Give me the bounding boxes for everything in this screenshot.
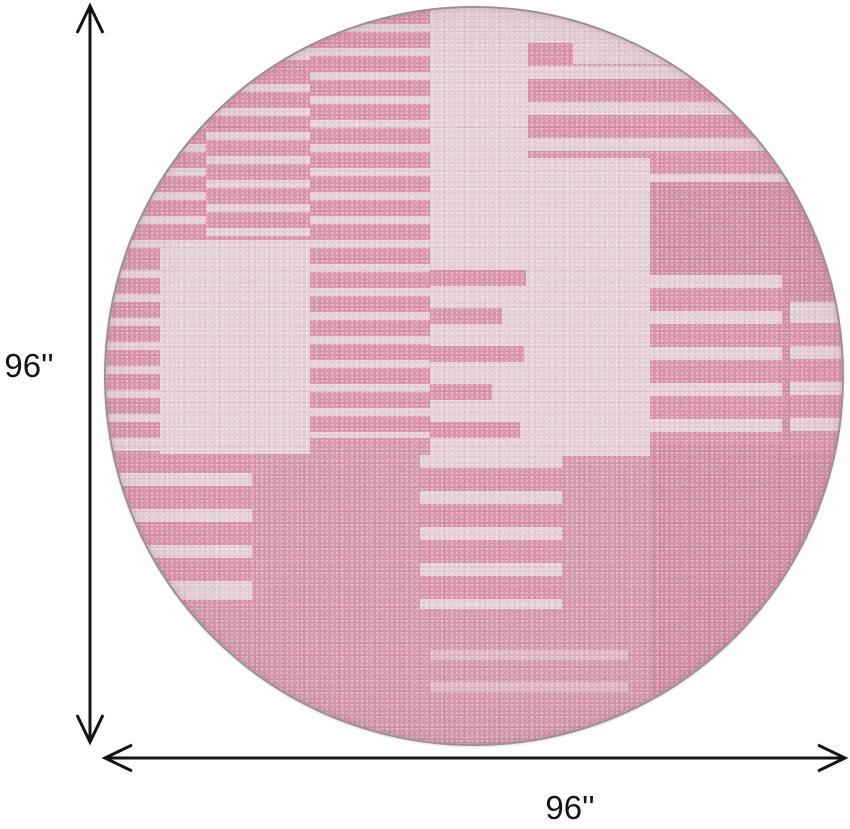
rug-pattern-block xyxy=(790,300,842,452)
rug-pattern-block xyxy=(120,455,252,605)
rug-pattern-block xyxy=(430,8,528,476)
rug-pattern-stripe xyxy=(430,346,524,362)
rug-pattern-block xyxy=(430,650,628,712)
rug-pattern-block xyxy=(206,60,310,240)
rug-pattern-block xyxy=(106,240,160,438)
rug-pattern-block xyxy=(106,8,206,240)
rug-pattern-stripe xyxy=(430,384,492,400)
height-dimension-label: 96'' xyxy=(4,347,54,384)
rug-pattern-block xyxy=(528,158,650,456)
rug-pattern-block xyxy=(420,455,562,609)
rug-pattern-stripe xyxy=(430,270,526,286)
width-arrow xyxy=(101,743,849,773)
rug-pattern-block xyxy=(650,275,782,445)
height-arrow xyxy=(75,2,105,746)
rug-pattern-block xyxy=(160,240,310,454)
rug-pattern-stripe xyxy=(430,422,520,438)
rug-image xyxy=(104,6,844,746)
rug-pattern-block xyxy=(573,8,691,64)
rug-pattern-stripe xyxy=(430,308,502,324)
rug-pattern-block xyxy=(310,8,430,444)
width-dimension-label: 96'' xyxy=(545,789,595,826)
